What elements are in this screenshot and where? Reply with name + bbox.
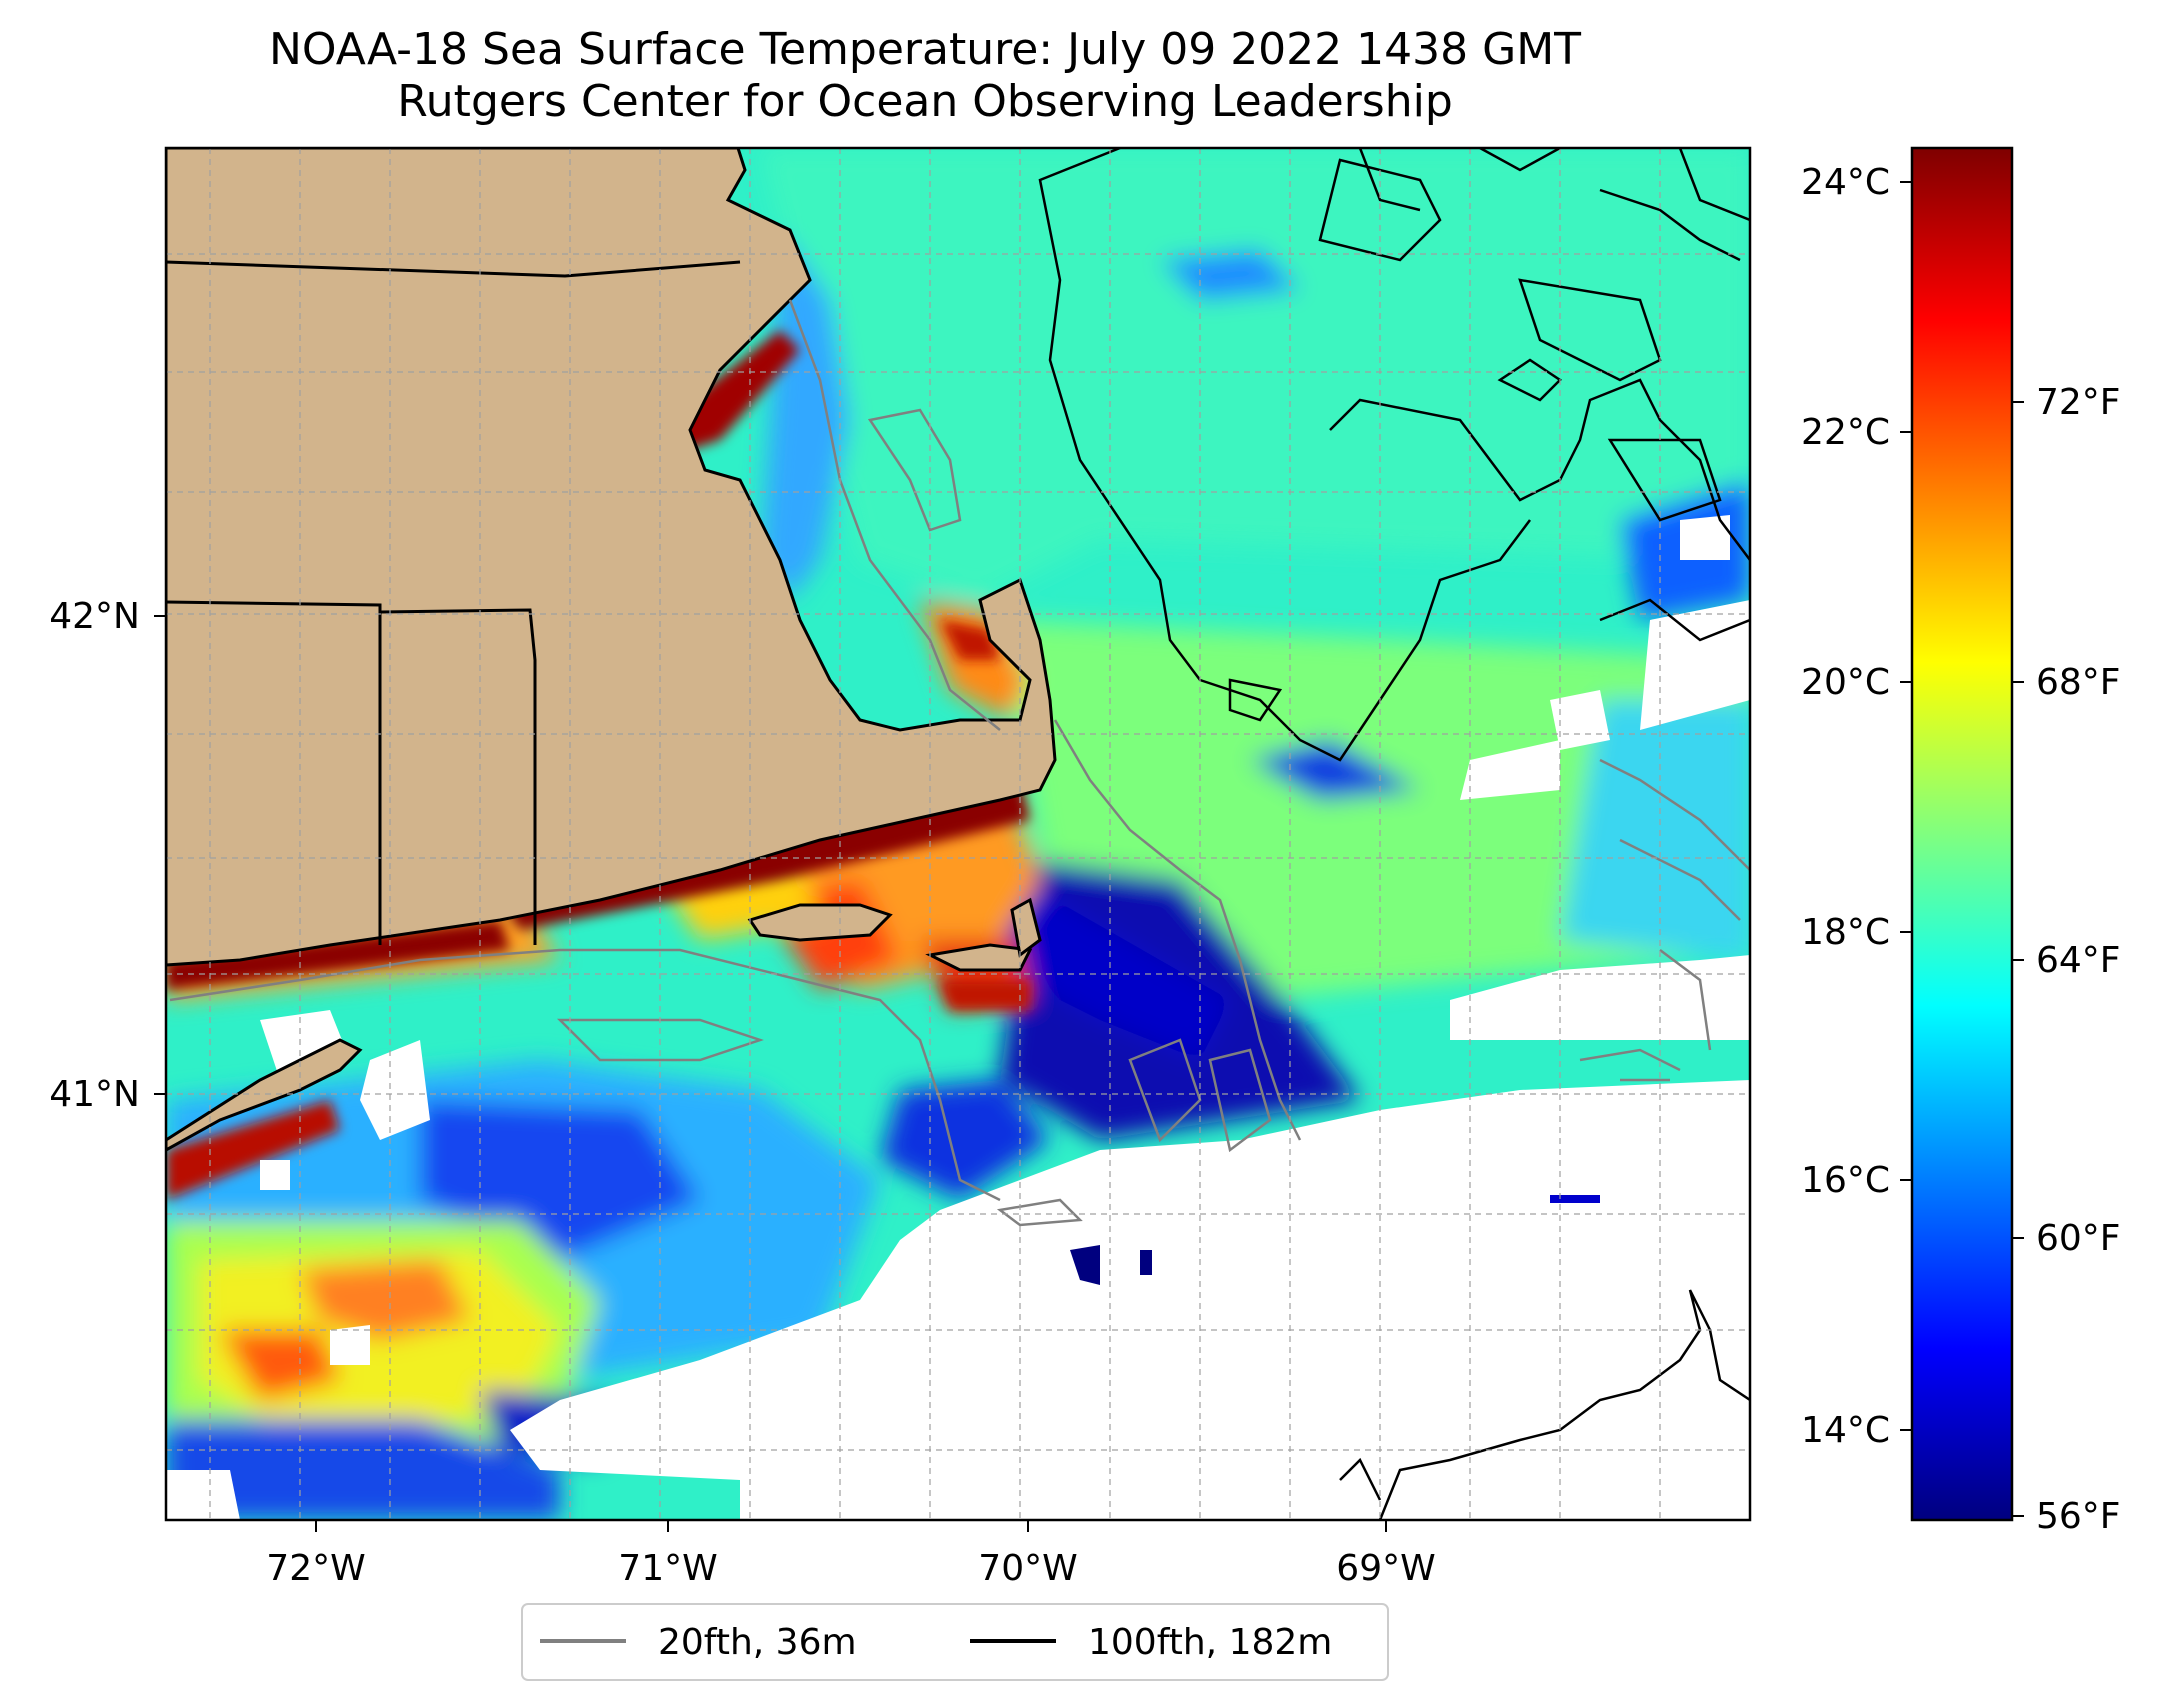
colorbar-gradient [1910, 146, 2014, 1522]
land [166, 148, 1057, 1152]
fahrenheit-tick-68: 68°F [2036, 662, 2121, 703]
celsius-tick-24: 24°C [1801, 162, 1890, 203]
map-title: NOAA-18 Sea Surface Temperature: July 09… [0, 24, 1850, 128]
no-data-areas [166, 515, 1750, 1520]
celsius-tick-14: 14°C [1801, 1410, 1890, 1451]
celsius-tick-20: 20°C [1801, 662, 1890, 703]
isobath-100fth [1038, 148, 1750, 1520]
x-tick-marks [154, 615, 1387, 1532]
y-tick-label-42n: 42°N [49, 596, 140, 637]
legend-label-100fth: 100fth, 182m [1088, 1622, 1332, 1663]
colorbar: 24°C 22°C 20°C 18°C 16°C 14°C 72°F 68°F … [1801, 146, 2121, 1537]
celsius-tick-22: 22°C [1801, 412, 1890, 453]
y-tick-label-41n: 41°N [49, 1074, 140, 1115]
sst-field [166, 148, 1750, 1520]
gridlines [166, 148, 1750, 1520]
fahrenheit-tick-56: 56°F [2036, 1496, 2121, 1537]
fahrenheit-tick-60: 60°F [2036, 1218, 2121, 1259]
x-tick-label-71w: 71°W [618, 1548, 717, 1589]
title-line-2: Rutgers Center for Ocean Observing Leade… [397, 76, 1453, 127]
legend: 20fth, 36m 100fth, 182m [521, 1603, 1389, 1681]
fahrenheit-tick-marks [2012, 401, 2024, 1517]
state-borders [166, 260, 741, 945]
celsius-tick-18: 18°C [1801, 912, 1890, 953]
map-panel: 72°W 71°W 70°W 69°W 42°N 41°N [49, 146, 1752, 1589]
x-tick-label-72w: 72°W [266, 1548, 365, 1589]
celsius-tick-marks [1900, 181, 1912, 1431]
x-tick-label-70w: 70°W [978, 1548, 1077, 1589]
map-frame [164, 146, 1752, 1522]
x-tick-label-69w: 69°W [1336, 1548, 1435, 1589]
fahrenheit-tick-64: 64°F [2036, 940, 2121, 981]
legend-label-20fth: 20fth, 36m [658, 1622, 857, 1663]
fahrenheit-tick-72: 72°F [2036, 382, 2121, 423]
title-line-1: NOAA-18 Sea Surface Temperature: July 09… [268, 24, 1582, 75]
celsius-tick-16: 16°C [1801, 1160, 1890, 1201]
isobath-20fth [169, 299, 1750, 1227]
